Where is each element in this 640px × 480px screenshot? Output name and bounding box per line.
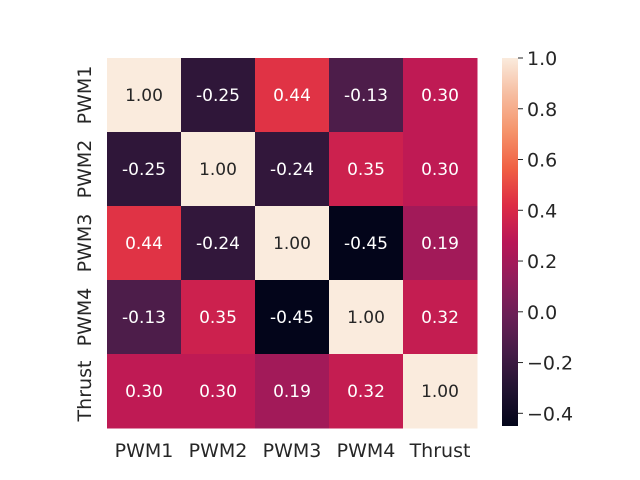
cell-value-label: -0.45 (270, 308, 314, 328)
heatmap-cell (181, 132, 256, 207)
cell-value-label: -0.13 (122, 308, 166, 328)
colorbar-tick-label: −0.2 (527, 353, 573, 375)
heatmap-cell (403, 132, 478, 207)
heatmap-cell (255, 58, 330, 133)
heatmap-cell (107, 58, 182, 133)
x-tick-label: Thrust (409, 440, 471, 462)
heatmap-cell (403, 354, 478, 429)
heatmap-cell (329, 206, 404, 281)
cell-value-label: 1.00 (347, 308, 385, 328)
y-tick-label: PWM1 (74, 66, 96, 125)
colorbar-tick-label: 0.6 (527, 150, 557, 172)
y-tick-label: PWM3 (74, 214, 96, 273)
x-tick-label: PWM4 (337, 440, 396, 462)
heatmap-cell (403, 206, 478, 281)
cell-value-label: 0.30 (421, 86, 459, 106)
y-tick-label: PWM4 (74, 288, 96, 347)
heatmap-cell (181, 58, 256, 133)
cell-value-label: 1.00 (273, 234, 311, 254)
heatmap-cell (255, 354, 330, 429)
cell-value-label: 0.30 (199, 382, 237, 402)
y-tick-label: Thrust (74, 361, 96, 423)
cell-value-label: 0.19 (273, 382, 311, 402)
colorbar-tick-label: 1.0 (527, 48, 557, 70)
cell-value-label: 0.35 (199, 308, 237, 328)
cell-value-label: 0.30 (421, 160, 459, 180)
x-tick-label: PWM1 (115, 440, 174, 462)
colorbar-ticks: −0.4 −0.2 0.0 0.2 0.4 0.6 0.8 1.0 (518, 48, 573, 425)
cell-value-label: 0.32 (347, 382, 385, 402)
colorbar-tick-label: 0.8 (527, 99, 557, 121)
heatmap-cell (329, 132, 404, 207)
cell-value-label: -0.24 (196, 234, 240, 254)
heatmap-cell (181, 206, 256, 281)
heatmap-cell (255, 206, 330, 281)
colorbar-tick-label: 0.0 (527, 302, 557, 324)
cell-value-label: 0.32 (421, 308, 459, 328)
heatmap-cell (181, 280, 256, 355)
y-tick-labels: PWM1 PWM2 PWM3 PWM4 Thrust (74, 66, 96, 423)
heatmap-cell (255, 132, 330, 207)
heatmap-cell (107, 354, 182, 429)
cell-value-label: 0.44 (125, 234, 163, 254)
cell-value-label: 1.00 (125, 86, 163, 106)
x-tick-label: PWM2 (189, 440, 248, 462)
cell-value-label: 0.35 (347, 160, 385, 180)
heatmap-cell (329, 280, 404, 355)
cell-value-label: 1.00 (199, 160, 237, 180)
cell-value-label: -0.24 (270, 160, 314, 180)
colorbar-tick-label: −0.4 (527, 403, 573, 425)
heatmap-cell (255, 280, 330, 355)
x-tick-labels: PWM1 PWM2 PWM3 PWM4 Thrust (115, 440, 471, 462)
heatmap-cells: 1.00 -0.25 0.44 -0.13 0.30 -0.25 1.00 -0.24 0.35… (107, 58, 478, 429)
cell-value-label: -0.25 (122, 160, 166, 180)
x-tick-label: PWM3 (263, 440, 322, 462)
heatmap-cell (181, 354, 256, 429)
cell-value-label: 0.44 (273, 86, 311, 106)
cell-value-label: 0.30 (125, 382, 163, 402)
heatmap-cell (107, 280, 182, 355)
heatmap-cell (403, 280, 478, 355)
heatmap-cell (107, 206, 182, 281)
heatmap-cell (329, 58, 404, 133)
cell-value-label: 0.19 (421, 234, 459, 254)
cell-value-label: -0.25 (196, 86, 240, 106)
cell-value-label: -0.45 (344, 234, 388, 254)
colorbar (502, 58, 518, 426)
cell-value-label: 1.00 (421, 382, 459, 402)
heatmap-cell (107, 132, 182, 207)
cell-value-label: -0.13 (344, 86, 388, 106)
colorbar-tick-label: 0.2 (527, 251, 557, 273)
heatmap-cell (403, 58, 478, 133)
colorbar-tick-label: 0.4 (527, 200, 557, 222)
y-tick-label: PWM2 (74, 140, 96, 199)
heatmap-cell (329, 354, 404, 429)
